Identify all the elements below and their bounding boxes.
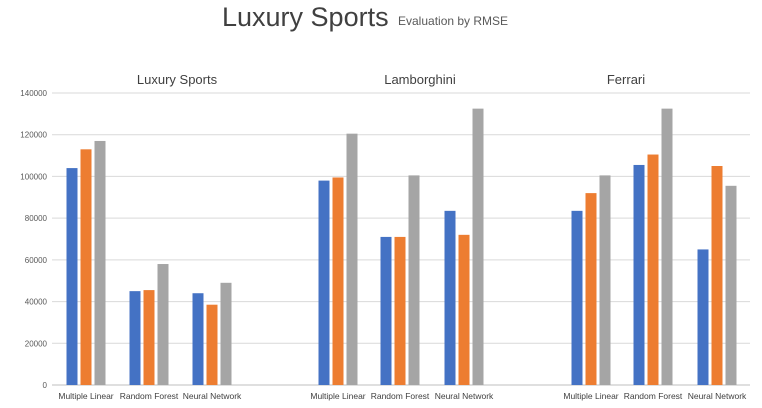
category-label: Random Forest bbox=[371, 391, 430, 401]
bar bbox=[647, 154, 659, 385]
bar bbox=[220, 282, 232, 385]
bar bbox=[380, 236, 392, 385]
category-label: Multiple Linear bbox=[563, 391, 618, 401]
chart-subtitle: Evaluation by RMSE bbox=[398, 14, 509, 28]
category-label: Neural Network bbox=[435, 391, 494, 401]
y-tick-label: 0 bbox=[43, 381, 48, 390]
bar bbox=[711, 166, 723, 385]
bar bbox=[192, 293, 204, 385]
bar bbox=[725, 185, 737, 385]
bar bbox=[585, 193, 597, 385]
category-label: Neural Network bbox=[688, 391, 747, 401]
category-label: Random Forest bbox=[120, 391, 179, 401]
bar bbox=[66, 168, 78, 385]
bar bbox=[143, 290, 155, 385]
bar bbox=[332, 177, 344, 385]
bar bbox=[94, 140, 106, 385]
chart-title: Luxury Sports bbox=[222, 2, 389, 32]
category-label: Multiple Linear bbox=[58, 391, 113, 401]
bar bbox=[458, 234, 470, 385]
category-label: Random Forest bbox=[624, 391, 683, 401]
y-tick-label: 80000 bbox=[25, 214, 48, 223]
bar bbox=[633, 164, 645, 385]
bar bbox=[157, 264, 169, 385]
bar bbox=[472, 108, 484, 386]
y-tick-label: 60000 bbox=[25, 256, 48, 265]
y-tick-label: 20000 bbox=[25, 339, 48, 348]
category-label: Neural Network bbox=[183, 391, 242, 401]
category-label: Multiple Linear bbox=[310, 391, 365, 401]
bar bbox=[318, 180, 330, 385]
bar bbox=[346, 133, 358, 385]
bar bbox=[408, 175, 420, 385]
panel-title: Luxury Sports bbox=[137, 72, 218, 87]
bar bbox=[80, 149, 92, 385]
y-tick-label: 140000 bbox=[20, 89, 47, 98]
panel-title: Ferrari bbox=[607, 72, 645, 87]
panel-title: Lamborghini bbox=[384, 72, 456, 87]
bar bbox=[697, 249, 709, 385]
y-tick-label: 100000 bbox=[20, 172, 47, 181]
chart-title-area: Luxury Sports Evaluation by RMSE bbox=[0, 0, 762, 40]
bar bbox=[571, 210, 583, 385]
bar bbox=[206, 304, 218, 385]
bar bbox=[599, 175, 611, 385]
bar bbox=[129, 291, 141, 385]
y-tick-label: 120000 bbox=[20, 131, 47, 140]
y-tick-label: 40000 bbox=[25, 298, 48, 307]
bar bbox=[444, 210, 456, 385]
bar bbox=[661, 108, 673, 386]
bar bbox=[394, 236, 406, 385]
